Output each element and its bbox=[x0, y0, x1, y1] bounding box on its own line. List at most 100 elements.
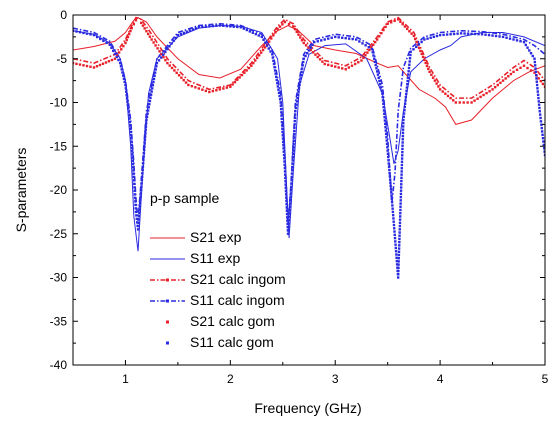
series-point bbox=[293, 113, 297, 116]
series-point bbox=[153, 71, 157, 74]
series-point bbox=[285, 212, 289, 216]
series-point bbox=[410, 32, 413, 35]
series-point bbox=[533, 60, 537, 64]
series-point bbox=[394, 240, 397, 243]
series-point bbox=[302, 57, 305, 60]
series-point bbox=[316, 55, 319, 59]
series-point bbox=[470, 101, 473, 104]
series-point bbox=[145, 118, 148, 122]
series-point bbox=[293, 119, 297, 123]
series-point bbox=[484, 33, 487, 36]
series-point bbox=[215, 24, 218, 27]
series-point bbox=[251, 31, 255, 34]
series-point bbox=[130, 150, 134, 153]
series-point bbox=[139, 188, 143, 192]
series-point bbox=[535, 77, 538, 80]
series-point bbox=[456, 32, 459, 35]
series-point bbox=[399, 212, 402, 215]
series-point bbox=[479, 95, 482, 99]
series-point bbox=[225, 86, 229, 89]
series-point bbox=[399, 195, 403, 199]
series-point bbox=[141, 165, 145, 168]
series-point bbox=[337, 66, 340, 69]
series-point bbox=[148, 99, 152, 103]
legend-label: S21 calc ingom bbox=[190, 271, 286, 287]
series-point bbox=[160, 53, 163, 56]
series-point bbox=[125, 93, 128, 97]
series-point bbox=[306, 52, 309, 55]
series-point bbox=[89, 65, 92, 68]
y-tick-label: -20 bbox=[50, 183, 68, 197]
series-point bbox=[540, 130, 544, 133]
series-point bbox=[292, 142, 295, 146]
series-point bbox=[382, 28, 385, 32]
series-point bbox=[452, 32, 456, 36]
series-point bbox=[540, 126, 543, 130]
series-point bbox=[386, 146, 389, 149]
series-line bbox=[73, 24, 545, 252]
series-point bbox=[397, 273, 400, 276]
series-point bbox=[218, 24, 222, 27]
series-point bbox=[73, 29, 75, 32]
series-point bbox=[287, 229, 290, 232]
series-point bbox=[170, 42, 173, 45]
series-point bbox=[299, 73, 303, 77]
series-point bbox=[466, 101, 469, 104]
annotation-label: p-p sample bbox=[150, 190, 219, 206]
series-point bbox=[412, 34, 416, 38]
x-tick-label: 2 bbox=[227, 372, 234, 386]
series-point bbox=[537, 77, 540, 80]
series-point bbox=[148, 35, 152, 38]
series-point bbox=[135, 214, 138, 217]
series-point bbox=[399, 189, 403, 192]
series-point bbox=[288, 205, 292, 209]
series-point bbox=[176, 33, 180, 37]
series-point bbox=[400, 157, 404, 160]
series-point bbox=[400, 179, 403, 183]
series-point bbox=[508, 37, 512, 40]
series-point bbox=[370, 46, 373, 49]
legend-label: S11 calc gom bbox=[190, 334, 274, 350]
series-point bbox=[293, 126, 296, 129]
series-point bbox=[358, 40, 361, 43]
series-point bbox=[401, 22, 404, 26]
series-point bbox=[187, 83, 190, 87]
series-point bbox=[273, 66, 276, 69]
series-point bbox=[300, 67, 304, 70]
series-point bbox=[289, 188, 293, 192]
legend-label: S21 calc gom bbox=[190, 313, 275, 329]
series-point bbox=[284, 193, 288, 196]
series-point bbox=[393, 230, 396, 233]
series-point bbox=[179, 32, 183, 36]
series-point bbox=[293, 123, 296, 126]
series-point bbox=[391, 204, 394, 207]
series-point bbox=[134, 19, 138, 22]
series-point bbox=[120, 48, 123, 51]
series-point bbox=[341, 36, 344, 39]
series-point bbox=[132, 175, 136, 179]
series-point bbox=[145, 115, 149, 119]
series-point bbox=[201, 88, 204, 91]
series-point bbox=[173, 69, 176, 72]
series-point bbox=[256, 56, 259, 60]
series-point bbox=[139, 198, 142, 202]
series-point bbox=[140, 185, 143, 188]
series-point bbox=[272, 34, 275, 37]
series-point bbox=[117, 58, 120, 62]
series-point bbox=[473, 99, 476, 102]
series-point bbox=[327, 63, 330, 67]
series-point bbox=[330, 36, 333, 39]
series-point bbox=[247, 66, 251, 70]
series-point bbox=[130, 137, 133, 140]
series-point bbox=[291, 152, 295, 156]
series-point bbox=[394, 246, 397, 250]
series-point bbox=[437, 85, 440, 88]
series-point bbox=[283, 173, 287, 176]
series-point bbox=[137, 218, 141, 221]
series-point bbox=[399, 192, 403, 196]
series-point bbox=[288, 212, 291, 215]
series-point bbox=[166, 61, 169, 65]
series-point bbox=[120, 68, 123, 71]
series-point bbox=[407, 73, 410, 76]
